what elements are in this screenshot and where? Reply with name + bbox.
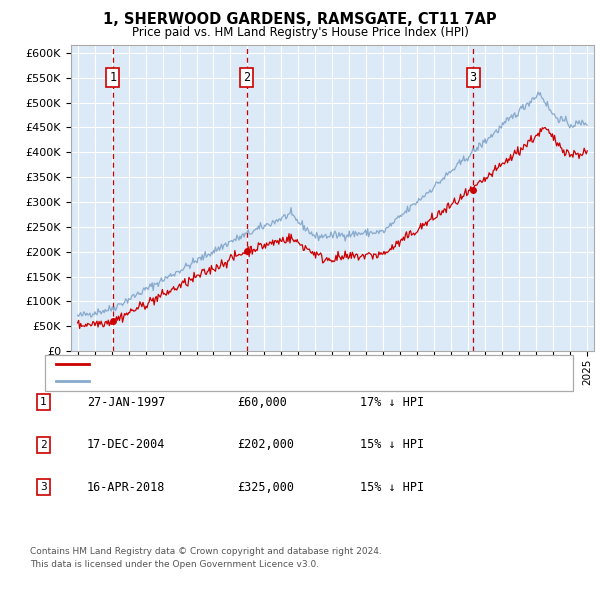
Text: 17% ↓ HPI: 17% ↓ HPI [360,396,424,409]
Text: 15% ↓ HPI: 15% ↓ HPI [360,481,424,494]
Text: 27-JAN-1997: 27-JAN-1997 [87,396,166,409]
Text: 17-DEC-2004: 17-DEC-2004 [87,438,166,451]
Text: 15% ↓ HPI: 15% ↓ HPI [360,438,424,451]
Text: 3: 3 [40,483,47,492]
Text: 2: 2 [40,440,47,450]
Text: £60,000: £60,000 [237,396,287,409]
Text: 2: 2 [243,71,250,84]
Text: £325,000: £325,000 [237,481,294,494]
Text: Price paid vs. HM Land Registry's House Price Index (HPI): Price paid vs. HM Land Registry's House … [131,26,469,39]
Text: 1, SHERWOOD GARDENS, RAMSGATE, CT11 7AP (detached house): 1, SHERWOOD GARDENS, RAMSGATE, CT11 7AP … [95,359,440,369]
Text: 1: 1 [40,398,47,407]
Text: Contains HM Land Registry data © Crown copyright and database right 2024.: Contains HM Land Registry data © Crown c… [30,547,382,556]
Text: HPI: Average price, detached house, Thanet: HPI: Average price, detached house, Than… [95,376,324,386]
Text: 1: 1 [109,71,116,84]
Text: 1, SHERWOOD GARDENS, RAMSGATE, CT11 7AP: 1, SHERWOOD GARDENS, RAMSGATE, CT11 7AP [103,12,497,27]
Text: 3: 3 [470,71,477,84]
Text: 16-APR-2018: 16-APR-2018 [87,481,166,494]
Text: £202,000: £202,000 [237,438,294,451]
Text: This data is licensed under the Open Government Licence v3.0.: This data is licensed under the Open Gov… [30,560,319,569]
